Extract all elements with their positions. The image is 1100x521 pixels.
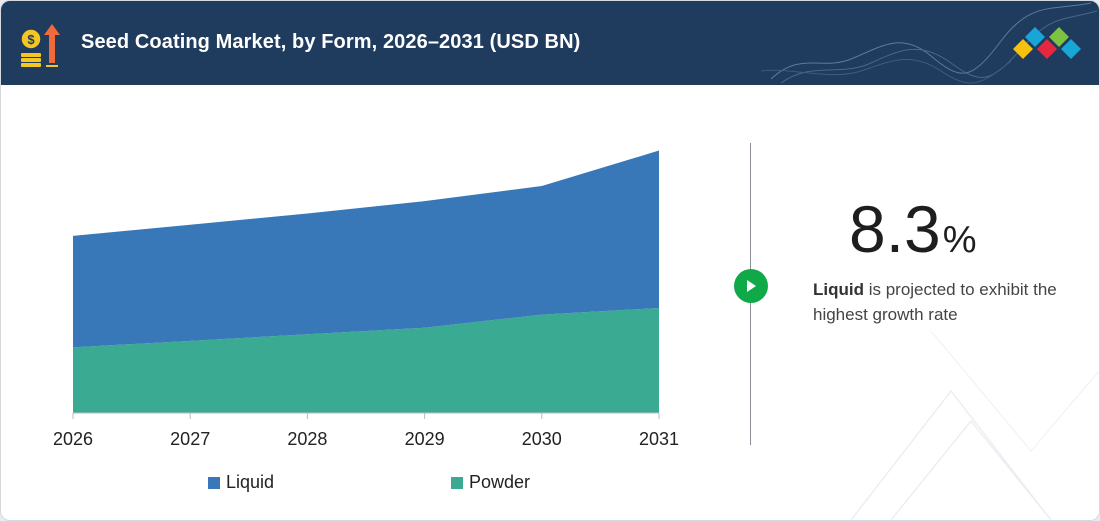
x-tick-label: 2026 bbox=[53, 429, 93, 449]
chart-title: Seed Coating Market, by Form, 2026–2031 … bbox=[81, 31, 581, 53]
x-tick-label: 2027 bbox=[170, 429, 210, 449]
area-chart: 2026 2027 2028 2029 2030 2031 bbox=[53, 150, 679, 449]
growth-rate-value: 8.3% bbox=[849, 189, 977, 280]
x-tick-label: 2029 bbox=[405, 429, 445, 449]
insight-segment: Liquid bbox=[813, 280, 864, 299]
x-tick-label: 2028 bbox=[287, 429, 327, 449]
growth-rate-number: 8.3 bbox=[849, 192, 941, 266]
area-series-liquid bbox=[73, 150, 659, 348]
legend-swatch-powder bbox=[451, 476, 463, 489]
area-series-powder bbox=[73, 308, 659, 413]
legend-label-powder: Powder bbox=[469, 472, 531, 492]
x-tick-label: 2030 bbox=[522, 429, 562, 449]
play-arrow-icon bbox=[734, 269, 768, 303]
growth-insight-text: Liquid is projected to exhibit the highe… bbox=[813, 277, 1063, 327]
background-chevron-decoration bbox=[851, 331, 1099, 520]
legend-item-powder: Powder bbox=[451, 472, 530, 493]
legend-swatch-liquid bbox=[208, 476, 220, 489]
x-tick-label: 2031 bbox=[639, 429, 679, 449]
legend-item-liquid: Liquid bbox=[208, 472, 274, 493]
insight-description: is projected to exhibit the highest grow… bbox=[813, 280, 1057, 324]
svg-text:$: $ bbox=[27, 32, 35, 47]
money-growth-icon: $ bbox=[20, 24, 60, 67]
header-decoration bbox=[761, 2, 1098, 84]
growth-rate-unit: % bbox=[942, 219, 977, 261]
legend-label-liquid: Liquid bbox=[226, 472, 275, 492]
brand-logo bbox=[1013, 27, 1081, 59]
header-bar: $ Seed Coating Market, by Form, 2026–203… bbox=[1, 1, 1099, 85]
